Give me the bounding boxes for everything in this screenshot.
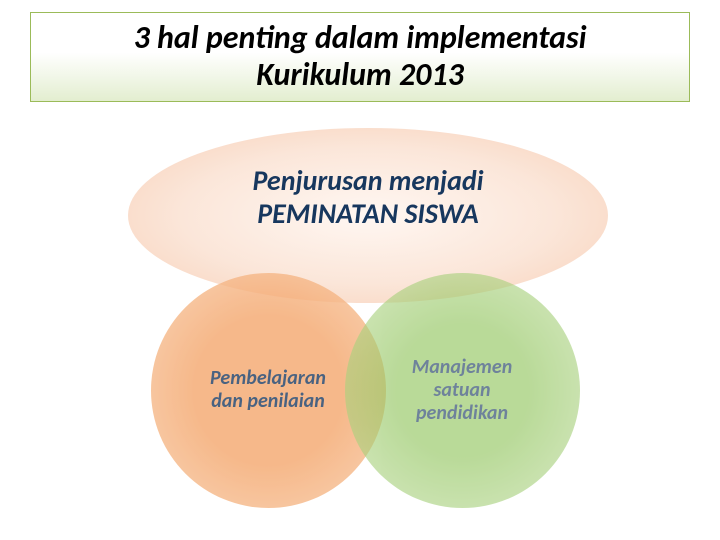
ellipse-top-line2: PEMINATAN SISWA [257,196,479,231]
title-line1: 3 hal penting dalam implementasi [134,18,587,57]
circle-right-line2: satuan [433,378,490,402]
circle-left-line1: Pembelajaran [210,366,326,390]
ellipse-penjurusan-label: Penjurusan menjadi PEMINATAN SISWA [252,165,483,229]
ellipse-top-line1: Penjurusan menjadi [252,163,483,198]
title-box: 3 hal penting dalam implementasi Kurikul… [30,12,690,102]
circle-right-line1: Manajemen [412,355,513,379]
circle-right-line3: pendidikan [416,401,508,425]
title-line2: Kurikulum 2013 [256,55,464,94]
title-text: 3 hal penting dalam implementasi Kurikul… [134,20,587,94]
ellipse-penjurusan: Penjurusan menjadi PEMINATAN SISWA [128,128,608,303]
circle-pembelajaran-label: Pembelajaran dan penilaian [210,367,326,413]
slide-canvas: Penjurusan menjadi PEMINATAN SISWA Pembe… [0,0,720,540]
circle-manajemen: Manajemen satuan pendidikan [345,273,580,508]
circle-manajemen-label: Manajemen satuan pendidikan [412,356,513,425]
circle-left-line2: dan penilaian [211,389,325,413]
